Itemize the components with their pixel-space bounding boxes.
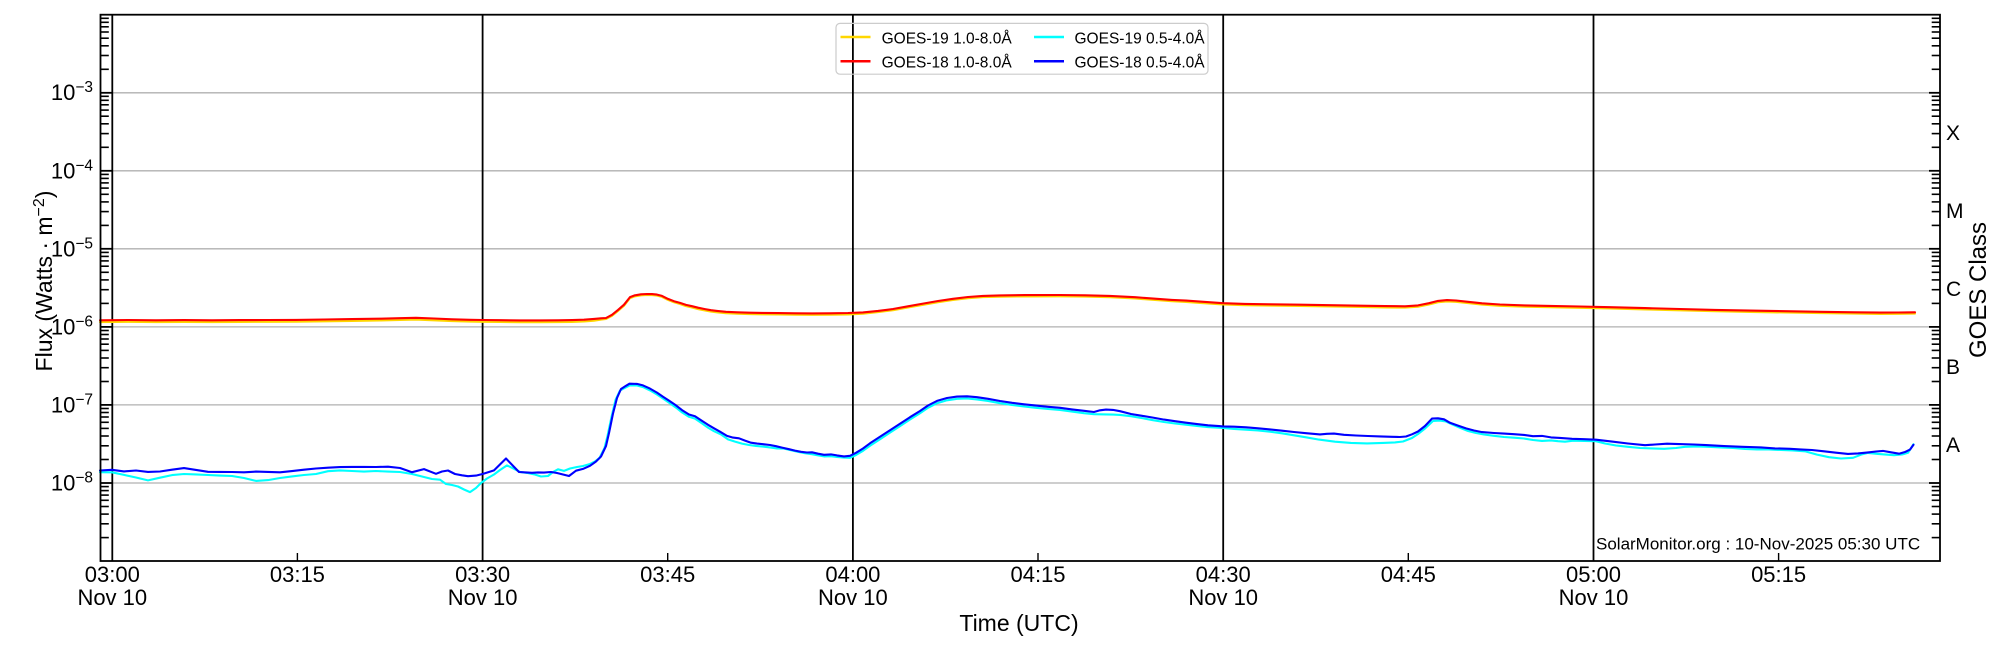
svg-text:C: C xyxy=(1946,278,1961,301)
svg-text:Nov 10: Nov 10 xyxy=(1559,585,1629,610)
svg-text:10−7: 10−7 xyxy=(51,391,93,417)
svg-text:03:15: 03:15 xyxy=(270,562,325,587)
svg-text:10−8: 10−8 xyxy=(51,470,93,496)
svg-text:GOES-19 1.0-8.0Å: GOES-19 1.0-8.0Å xyxy=(882,30,1013,47)
svg-text:M: M xyxy=(1946,200,1964,223)
svg-text:A: A xyxy=(1946,434,1960,457)
svg-text:GOES-18 0.5-4.0Å: GOES-18 0.5-4.0Å xyxy=(1075,55,1206,72)
svg-text:10−4: 10−4 xyxy=(51,157,94,183)
svg-text:10−3: 10−3 xyxy=(51,79,93,105)
svg-text:Time (UTC): Time (UTC) xyxy=(959,610,1078,636)
svg-text:10−5: 10−5 xyxy=(51,235,93,261)
svg-text:Nov 10: Nov 10 xyxy=(448,585,518,610)
svg-text:04:30: 04:30 xyxy=(1196,562,1251,587)
svg-text:Nov 10: Nov 10 xyxy=(1188,585,1258,610)
svg-text:GOES Class: GOES Class xyxy=(1965,222,1992,358)
svg-text:Nov 10: Nov 10 xyxy=(77,585,147,610)
svg-text:03:30: 03:30 xyxy=(455,562,510,587)
svg-text:GOES-19 0.5-4.0Å: GOES-19 0.5-4.0Å xyxy=(1075,30,1206,47)
svg-text:GOES-18 1.0-8.0Å: GOES-18 1.0-8.0Å xyxy=(882,55,1013,72)
svg-text:X: X xyxy=(1946,122,1960,145)
svg-text:03:00: 03:00 xyxy=(85,562,140,587)
svg-text:B: B xyxy=(1946,356,1960,379)
svg-text:04:45: 04:45 xyxy=(1381,562,1436,587)
svg-text:05:00: 05:00 xyxy=(1566,562,1621,587)
svg-text:03:45: 03:45 xyxy=(640,562,695,587)
svg-text:10−6: 10−6 xyxy=(51,313,93,339)
svg-text:04:00: 04:00 xyxy=(825,562,880,587)
svg-text:04:15: 04:15 xyxy=(1010,562,1065,587)
svg-text:Flux (Watts · m−2): Flux (Watts · m−2) xyxy=(31,191,57,372)
svg-text:05:15: 05:15 xyxy=(1751,562,1806,587)
svg-text:SolarMonitor.org : 10-Nov-2025: SolarMonitor.org : 10-Nov-2025 05:30 UTC xyxy=(1596,535,1920,554)
svg-text:Nov 10: Nov 10 xyxy=(818,585,888,610)
